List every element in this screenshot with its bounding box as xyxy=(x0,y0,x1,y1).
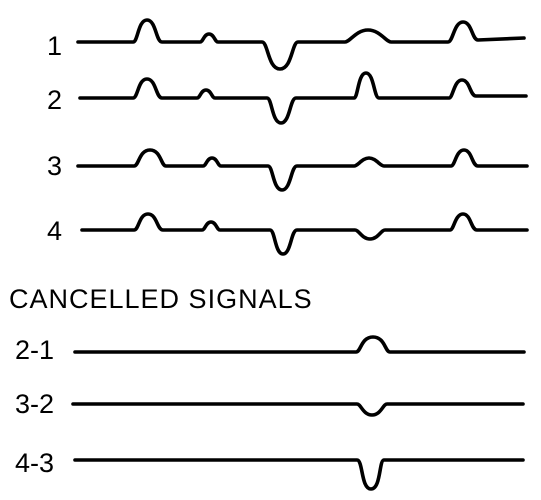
trace-label-4: 4 xyxy=(47,216,63,246)
cancelled-label-3-2: 3-2 xyxy=(15,389,55,419)
trace-1 xyxy=(76,18,526,71)
cancelled-label-4-3: 4-3 xyxy=(15,448,55,478)
trace-4 xyxy=(80,212,529,256)
cancelled-trace-4-3 xyxy=(73,458,525,491)
cancelled-trace-3-2 xyxy=(71,402,525,417)
trace-2 xyxy=(78,71,528,125)
trace-label-3: 3 xyxy=(47,151,63,181)
section-title: CANCELLED SIGNALS xyxy=(9,284,313,314)
trace-label-2: 2 xyxy=(47,85,63,115)
trace-label-1: 1 xyxy=(47,31,63,61)
cancelled-label-2-1: 2-1 xyxy=(15,335,55,365)
cancelled-trace-2-1 xyxy=(73,335,526,354)
trace-3 xyxy=(76,148,529,192)
